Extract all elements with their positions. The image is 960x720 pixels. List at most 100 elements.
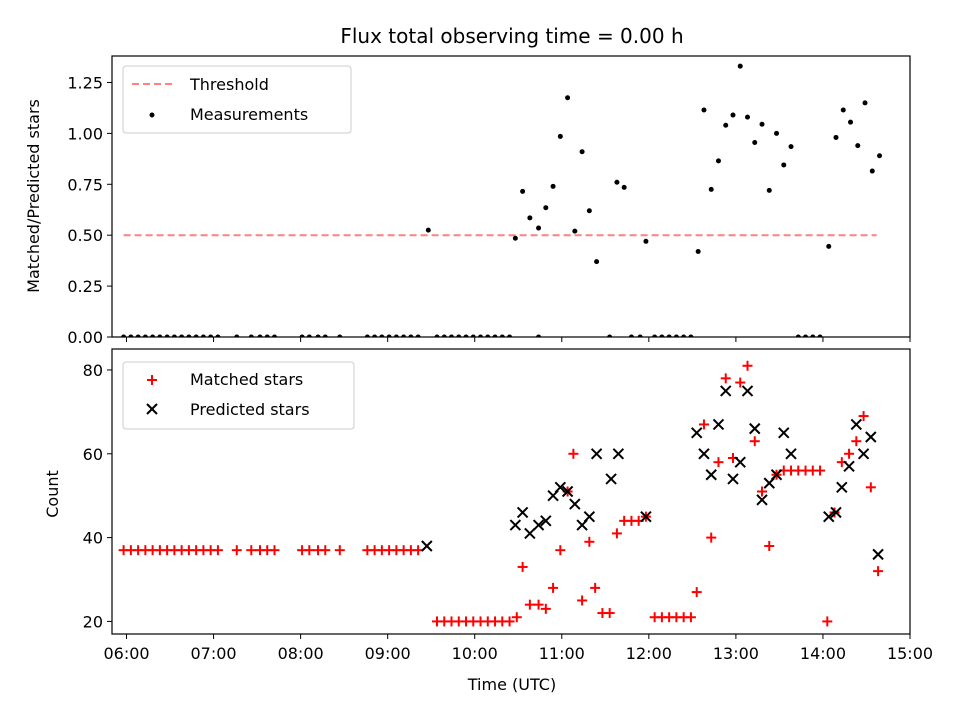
matched-star-point [698, 419, 709, 430]
measurement-point [264, 334, 270, 337]
predicted-star-point [830, 506, 842, 519]
matched-star-point [584, 536, 595, 547]
predicted-star-point [691, 427, 703, 439]
top-y-tick-label: 0.25 [67, 277, 103, 296]
measurement-point [673, 334, 679, 337]
matched-star-point [304, 545, 315, 556]
measurement-point [507, 334, 513, 337]
measurement-point [840, 107, 846, 113]
matched-star-point [822, 616, 833, 627]
measurement-point [781, 162, 787, 168]
x-tick-label: 10:00 [452, 644, 498, 663]
measurement-point [306, 334, 312, 337]
matched-star-point [517, 561, 528, 572]
matched-star-point [691, 587, 702, 598]
bottom-y-tick-label: 20 [83, 612, 103, 631]
measurement-point [759, 121, 765, 127]
bottom-legend-box [122, 361, 355, 430]
matched-star-point [749, 436, 760, 447]
matched-star-point [269, 545, 280, 556]
predicted-star-point [554, 481, 567, 494]
measurement-point [157, 334, 163, 337]
chart-title: Flux total observing time = 0.00 h [340, 24, 683, 48]
predicted-star-point [590, 448, 603, 460]
measurement-point [364, 334, 370, 337]
measurement-point [527, 215, 533, 221]
measurement-point [164, 334, 170, 337]
measurement-point [463, 334, 469, 337]
measurement-point [449, 334, 455, 337]
measurement-point [248, 334, 254, 337]
predicted-star-point [720, 385, 732, 397]
predicted-star-point [749, 422, 761, 435]
predicted-star-point [756, 494, 768, 506]
measurement-point [817, 334, 823, 337]
measurement-point [121, 334, 127, 337]
measurement-point [723, 122, 729, 128]
x-tick-label: 07:00 [191, 644, 237, 663]
measurement-point [150, 334, 156, 337]
measurement-point [470, 334, 476, 337]
matched-star-point [844, 448, 855, 459]
measurement-point [752, 140, 758, 146]
measurement-point [659, 334, 665, 337]
threshold-legend-label: Threshold [189, 75, 269, 94]
top-legend-box [122, 65, 352, 134]
measurement-point [688, 334, 694, 337]
measurement-point [337, 334, 343, 337]
matched-star-point [590, 582, 601, 593]
matched-legend-swatch [147, 375, 157, 385]
measurement-point [386, 334, 392, 337]
measurement-point [730, 112, 736, 118]
measurement-point [708, 186, 714, 192]
measurement-point [643, 238, 649, 244]
measurement-point [520, 188, 526, 194]
measurement-point [594, 259, 600, 265]
matched-star-point [320, 545, 331, 556]
measurement-point [257, 334, 263, 337]
measurement-point [234, 334, 240, 337]
measurement-point [628, 334, 634, 337]
predicted-star-point [532, 519, 545, 531]
measurement-point [393, 334, 399, 337]
matched-star-point [706, 532, 717, 543]
measurement-point [848, 119, 854, 125]
top-y-tick-label: 0.00 [67, 328, 103, 347]
measurement-point [744, 114, 750, 120]
top-y-tick-label: 0.75 [67, 175, 103, 194]
measurement-point [833, 134, 839, 140]
matched-star-point [568, 448, 579, 459]
matched-star-point [548, 582, 559, 593]
measurement-point [543, 205, 549, 211]
measurement-point [215, 334, 221, 337]
measurement-point [492, 334, 498, 337]
measurement-point [715, 158, 721, 164]
top-marks [121, 63, 883, 337]
predicted-star-point [705, 469, 717, 481]
measurement-point [637, 334, 643, 337]
predicted-legend-label: Predicted stars [190, 400, 310, 419]
bottom-y-tick-label: 40 [83, 529, 103, 548]
measurement-point [512, 235, 518, 241]
predicted-star-point [612, 448, 625, 460]
x-tick-label: 14:00 [800, 644, 846, 663]
matched-star-point [865, 482, 876, 493]
measurement-point [565, 95, 571, 101]
measurement-point [695, 248, 701, 254]
predicted-star-point [509, 519, 522, 531]
matched-star-point [720, 373, 731, 384]
predicted-star-point [857, 448, 870, 460]
top-y-axis-label: Matched/Predicted stars [24, 99, 43, 293]
measurement-point [681, 334, 687, 337]
matched-star-point [735, 377, 746, 388]
top-plot-area: 0.00 0.25 0.50 0.75 1.00 1.25 [67, 55, 911, 347]
matched-star-point [212, 545, 223, 556]
measurement-point [200, 334, 206, 337]
measurement-point [774, 130, 780, 136]
measurement-point [485, 334, 491, 337]
x-tick-label: 12:00 [626, 644, 672, 663]
measurement-point [142, 334, 148, 337]
matched-star-point [504, 616, 515, 627]
predicted-star-point [516, 506, 529, 519]
measurement-point [766, 187, 772, 193]
